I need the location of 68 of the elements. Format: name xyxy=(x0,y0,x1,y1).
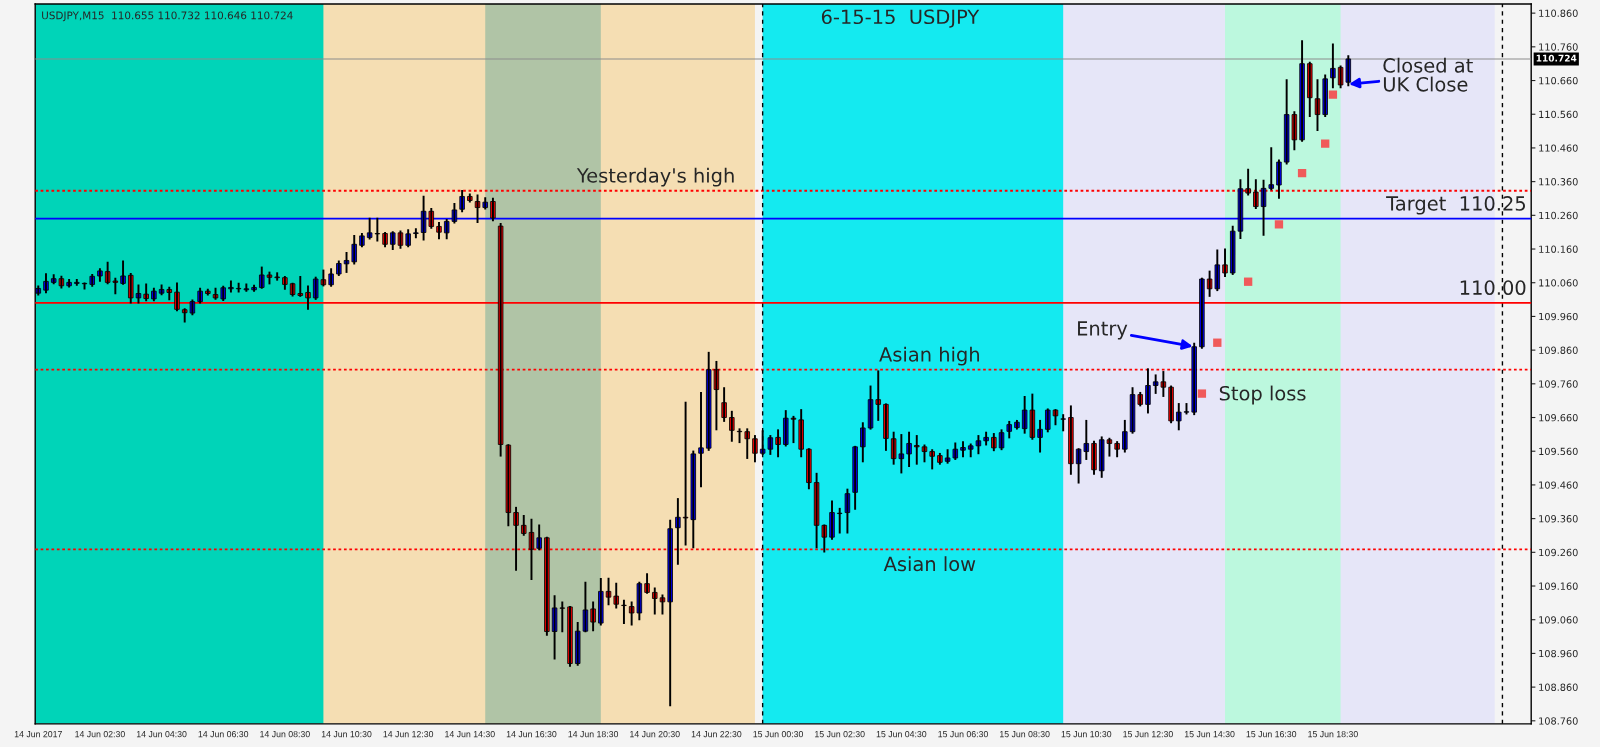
y-tick-label: 109.460 xyxy=(1539,481,1578,489)
y-tick-label: 110.460 xyxy=(1539,144,1578,152)
x-tick-label: 15 Jun 16:30 xyxy=(1246,731,1297,738)
y-tick-label: 109.260 xyxy=(1539,548,1578,557)
y-tick-label: 110.160 xyxy=(1539,245,1578,253)
x-tick-label: 14 Jun 02:30 xyxy=(75,731,125,738)
ref-line-label: Target 110.25 xyxy=(1386,196,1526,215)
x-tick-label: 15 Jun 12:30 xyxy=(1123,731,1173,738)
ref-line-label: Yesterday's high xyxy=(576,167,734,187)
y-tick-label: 110.560 xyxy=(1539,110,1578,119)
point xyxy=(1243,277,1253,286)
x-tick-label: 15 Jun 18:30 xyxy=(1308,731,1358,738)
x-tick-label: 14 Jun 06:30 xyxy=(198,731,249,738)
candlestick xyxy=(205,288,211,296)
x-tick-label: 15 Jun 00:30 xyxy=(753,731,804,738)
x-tick-label: 14 Jun 12:30 xyxy=(383,731,434,738)
x-tick-label: 15 Jun 06:30 xyxy=(938,731,988,738)
y-tick-label: 109.560 xyxy=(1539,447,1578,456)
annotation: USDJPY,M15 110.655 110.732 110.646 110.724 xyxy=(42,11,293,22)
y-tick-label: 110.660 xyxy=(1539,77,1578,85)
x-tick-label: 14 Jun 08:30 xyxy=(260,731,310,738)
x-tick-label: 15 Jun 02:30 xyxy=(815,731,865,738)
x-tick-label: 14 Jun 10:30 xyxy=(321,731,372,738)
point xyxy=(1213,338,1222,347)
y-tick-label: 109.060 xyxy=(1539,616,1578,624)
chart-title: 6-15-15 USDJPY xyxy=(821,9,980,28)
ref-line-label: Asian low xyxy=(883,556,976,572)
x-tick-label: 15 Jun 14:30 xyxy=(1184,731,1235,738)
annotation: Entry xyxy=(1078,321,1128,340)
y-tick-label: 110.860 xyxy=(1539,9,1578,17)
x-tick-label: 14 Jun 18:30 xyxy=(568,731,619,738)
candlestick xyxy=(343,252,350,273)
point xyxy=(1274,220,1284,229)
x-tick-label: 15 Jun 04:30 xyxy=(876,731,927,738)
y-tick-label: 109.860 xyxy=(1539,346,1578,354)
y-tick-label: 108.860 xyxy=(1539,683,1578,691)
ref-line-label: 110.00 xyxy=(1460,280,1526,296)
y-tick-label: 109.360 xyxy=(1539,515,1578,523)
x-tick-label: 14 Jun 22:30 xyxy=(691,731,742,738)
point xyxy=(1321,139,1330,148)
annotation: Stop loss xyxy=(1219,385,1306,405)
y-tick-label: 109.160 xyxy=(1539,582,1578,590)
y-tick-label: 110.060 xyxy=(1539,279,1578,287)
y-tick-label: 108.960 xyxy=(1539,649,1578,658)
x-tick-label: 15 Jun 08:30 xyxy=(1000,731,1050,738)
y-tick-label: 110.260 xyxy=(1539,211,1578,220)
x-tick-label: 14 Jun 2017 xyxy=(14,731,62,738)
point xyxy=(1197,389,1207,398)
ref-line-label: 110.724 xyxy=(1536,54,1577,62)
x-tick-label: 14 Jun 14:30 xyxy=(445,731,495,738)
point xyxy=(1297,169,1307,178)
candlestick xyxy=(274,272,280,281)
candlestick xyxy=(1060,414,1066,432)
candlestick xyxy=(413,228,419,239)
x-tick-label: 15 Jun 10:30 xyxy=(1061,731,1112,738)
y-tick-label: 109.960 xyxy=(1539,312,1578,321)
annotation: Closed at UK Close xyxy=(1383,57,1473,92)
x-tick-label: 14 Jun 04:30 xyxy=(136,731,187,738)
y-tick-label: 110.760 xyxy=(1539,43,1578,51)
point xyxy=(1328,90,1338,99)
ref-line-label: Asian high xyxy=(879,346,979,366)
y-tick-label: 108.760 xyxy=(1539,717,1578,725)
y-tick-label: 110.360 xyxy=(1539,178,1578,186)
y-tick-label: 109.660 xyxy=(1539,414,1578,422)
y-tick-label: 109.760 xyxy=(1539,380,1578,388)
candlestick xyxy=(97,268,103,282)
x-tick-label: 14 Jun 20:30 xyxy=(630,731,680,738)
x-tick-label: 14 Jun 16:30 xyxy=(506,731,557,738)
